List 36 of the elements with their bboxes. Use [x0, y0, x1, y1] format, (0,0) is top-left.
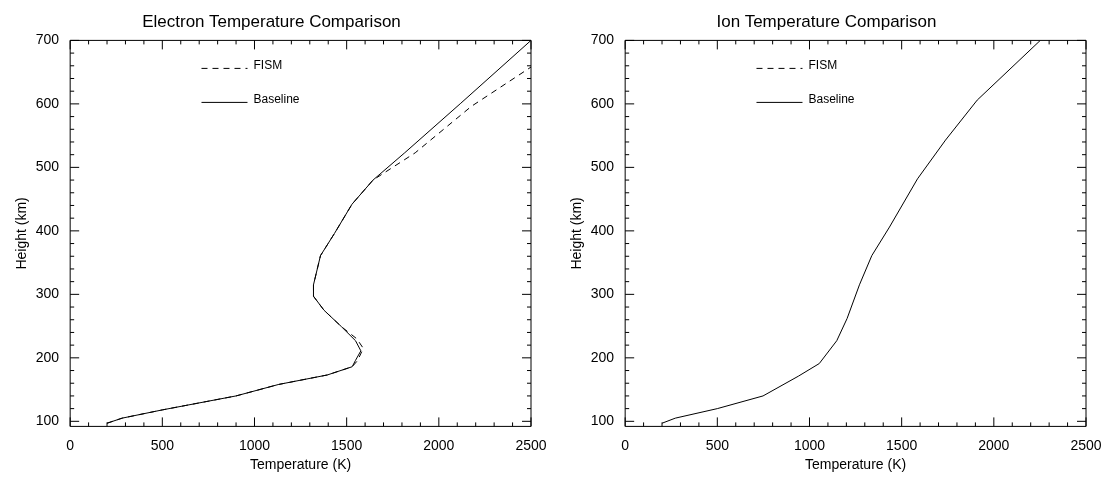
x-tick-label: 500 — [150, 436, 175, 453]
x-tick-label: 1000 — [793, 436, 826, 453]
y-tick-label: 100 — [35, 412, 60, 429]
x-tick-label: 1500 — [886, 436, 918, 453]
y-tick-label: 700 — [590, 31, 615, 48]
x-tick-label: 0 — [66, 436, 75, 453]
x-tick-label: 1500 — [331, 436, 363, 453]
y-tick-label: 300 — [35, 285, 60, 302]
legend-label: FISM — [808, 57, 838, 72]
y-tick-label: 200 — [590, 348, 615, 365]
x-tick-label: 500 — [705, 436, 730, 453]
y-tick-label: 400 — [35, 221, 60, 238]
x-tick-label: 2500 — [1070, 436, 1102, 453]
x-tick-label: 2000 — [423, 436, 455, 453]
legend-label: Baseline — [253, 91, 300, 106]
x-axis-title: Temperature (K) — [805, 456, 907, 473]
y-tick-label: 700 — [35, 31, 60, 48]
x-tick-label: 2000 — [978, 436, 1010, 453]
chart-title: Electron Temperature Comparison — [142, 11, 401, 31]
y-tick-label: 400 — [590, 221, 615, 238]
x-axis-title: Temperature (K) — [250, 456, 352, 473]
x-tick-label: 0 — [621, 436, 630, 453]
y-tick-label: 500 — [590, 158, 615, 175]
y-tick-label: 100 — [590, 412, 615, 429]
y-tick-label: 500 — [35, 158, 60, 175]
y-tick-label: 600 — [590, 94, 615, 111]
y-axis-title: Height (km) — [568, 197, 585, 270]
y-axis-title: Height (km) — [13, 197, 30, 270]
chart-title: Ion Temperature Comparison — [716, 11, 937, 31]
y-tick-label: 600 — [35, 94, 60, 111]
y-tick-label: 300 — [590, 285, 615, 302]
y-tick-label: 200 — [35, 348, 60, 365]
legend-label: Baseline — [808, 91, 855, 106]
legend-label: FISM — [253, 57, 283, 72]
x-tick-label: 2500 — [515, 436, 547, 453]
x-tick-label: 1000 — [238, 436, 271, 453]
